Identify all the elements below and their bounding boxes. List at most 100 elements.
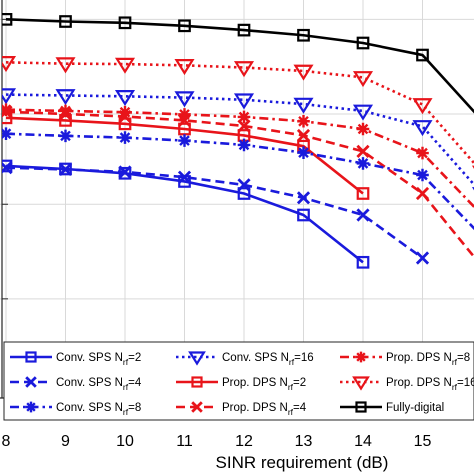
series-conv-sps-nrf-2: [2, 159, 370, 269]
legend: Conv. SPS Nrf=2 Conv. SPS Nrf=16 Prop. DPS…: [3, 341, 474, 421]
data-point-triangle: [55, 57, 76, 74]
series-prop-dps-nrf-8: [2, 103, 474, 209]
legend-label: Prop. DPS Nrf=16: [386, 377, 474, 392]
data-point-square: [59, 15, 72, 28]
legend-item: Conv. SPS Nrf=2: [10, 351, 141, 367]
series-line: [5, 166, 424, 260]
data-point-star: [416, 146, 429, 160]
legend-item: Prop. DPS Nrf=16: [340, 376, 474, 392]
data-point-triangle: [293, 97, 314, 114]
data-point-star: [178, 134, 191, 147]
data-point-square: [356, 255, 370, 269]
data-point-star: [2, 103, 13, 116]
data-point-x: [296, 191, 311, 205]
legend-label: Prop. DPS Nrf=4: [222, 402, 307, 417]
data-point-square: [356, 36, 370, 50]
series-layer: [2, 13, 474, 269]
x-tick-labels: 8 9 10 11 12 13 14 15: [2, 433, 432, 450]
x-tick-label: 11: [176, 433, 193, 450]
data-point-x: [58, 107, 73, 121]
data-point-star: [297, 146, 310, 159]
data-point-star: [297, 114, 310, 128]
x-tick-label: 9: [61, 433, 70, 450]
data-point-x: [356, 208, 370, 222]
data-point-triangle: [2, 88, 17, 105]
data-point-star: [25, 401, 37, 413]
data-point-square: [191, 376, 203, 388]
series-prop-dps-nrf-4: [2, 105, 474, 259]
data-point-x: [118, 109, 132, 124]
data-point-triangle: [412, 98, 433, 115]
legend-item: Conv. SPS Nrf=16: [176, 351, 314, 367]
data-point-x: [177, 113, 192, 127]
legend-label: Conv. SPS Nrf=16: [222, 352, 314, 367]
data-point-star: [416, 168, 429, 182]
data-point-triangle: [233, 93, 255, 110]
data-point-triangle: [114, 89, 136, 107]
data-point-star: [118, 131, 132, 144]
data-point-triangle: [412, 120, 433, 137]
data-point-square: [178, 122, 191, 136]
data-point-triangle: [352, 104, 374, 121]
x-axis-title: SINR requirement (dB): [216, 453, 389, 472]
data-point-square: [355, 401, 367, 413]
data-point-x: [415, 251, 430, 265]
data-point-square: [356, 187, 370, 200]
legend-item: Prop. DPS Nrf=4: [176, 401, 307, 417]
legend-item: Prop. DPS Nrf=8: [340, 351, 470, 367]
data-point-triangle: [293, 64, 314, 81]
data-point-star: [59, 129, 72, 143]
series-line: [5, 18, 474, 114]
data-point-square: [297, 208, 310, 222]
series-line: [5, 164, 364, 264]
data-point-x: [296, 128, 311, 143]
legend-item: Fully-digital: [340, 401, 444, 414]
data-point-triangle: [114, 57, 136, 74]
series-prop-dps-nrf-16: [2, 56, 474, 169]
data-point-square: [59, 162, 72, 176]
legend-label: Prop. DPS Nrf=8: [386, 352, 470, 367]
data-point-star: [356, 122, 370, 136]
legend-label: Conv. SPS Nrf=4: [56, 377, 142, 392]
legend-box: [3, 341, 474, 421]
data-point-square: [118, 166, 132, 180]
x-tick-label: 13: [295, 433, 313, 450]
series-prop-dps-nrf-2: [2, 111, 370, 200]
data-point-square: [237, 187, 251, 200]
data-point-star: [237, 138, 251, 152]
legend-item: Conv. SPS Nrf=4: [10, 376, 142, 392]
legend-label: Fully-digital: [386, 402, 444, 414]
x-tick-label: 10: [116, 433, 134, 450]
data-point-triangle: [55, 89, 76, 106]
x-tick-label: 8: [2, 433, 11, 450]
data-point-triangle: [352, 376, 370, 391]
series-line: [5, 61, 474, 165]
series-conv-sps-nrf-16: [2, 88, 474, 191]
data-point-triangle: [174, 59, 195, 76]
data-point-triangle: [188, 351, 206, 366]
data-point-star: [356, 157, 370, 170]
data-point-star: [178, 108, 191, 121]
x-tick-label: 12: [235, 433, 253, 450]
series-conv-sps-nrf-8: [2, 127, 474, 231]
data-point-square: [25, 351, 37, 363]
data-point-square: [2, 159, 13, 173]
data-point-x: [191, 401, 203, 413]
series-line: [5, 116, 364, 195]
data-point-square: [118, 16, 132, 30]
data-point-triangle: [352, 71, 374, 88]
legend-label: Conv. SPS Nrf=2: [56, 352, 141, 367]
legend-item: Prop. DPS Nrf=2: [176, 376, 306, 392]
legend-label: Prop. DPS Nrf=2: [222, 377, 306, 392]
x-tick-label: 14: [354, 433, 372, 450]
data-point-x: [2, 105, 13, 119]
data-point-square: [297, 28, 310, 42]
x-tick-label: 15: [414, 433, 432, 450]
grid: [0, 0, 474, 398]
data-point-square: [118, 117, 132, 131]
data-point-square: [178, 175, 191, 188]
data-point-x: [356, 144, 370, 158]
data-point-x: [25, 376, 37, 388]
data-point-square: [237, 23, 251, 37]
